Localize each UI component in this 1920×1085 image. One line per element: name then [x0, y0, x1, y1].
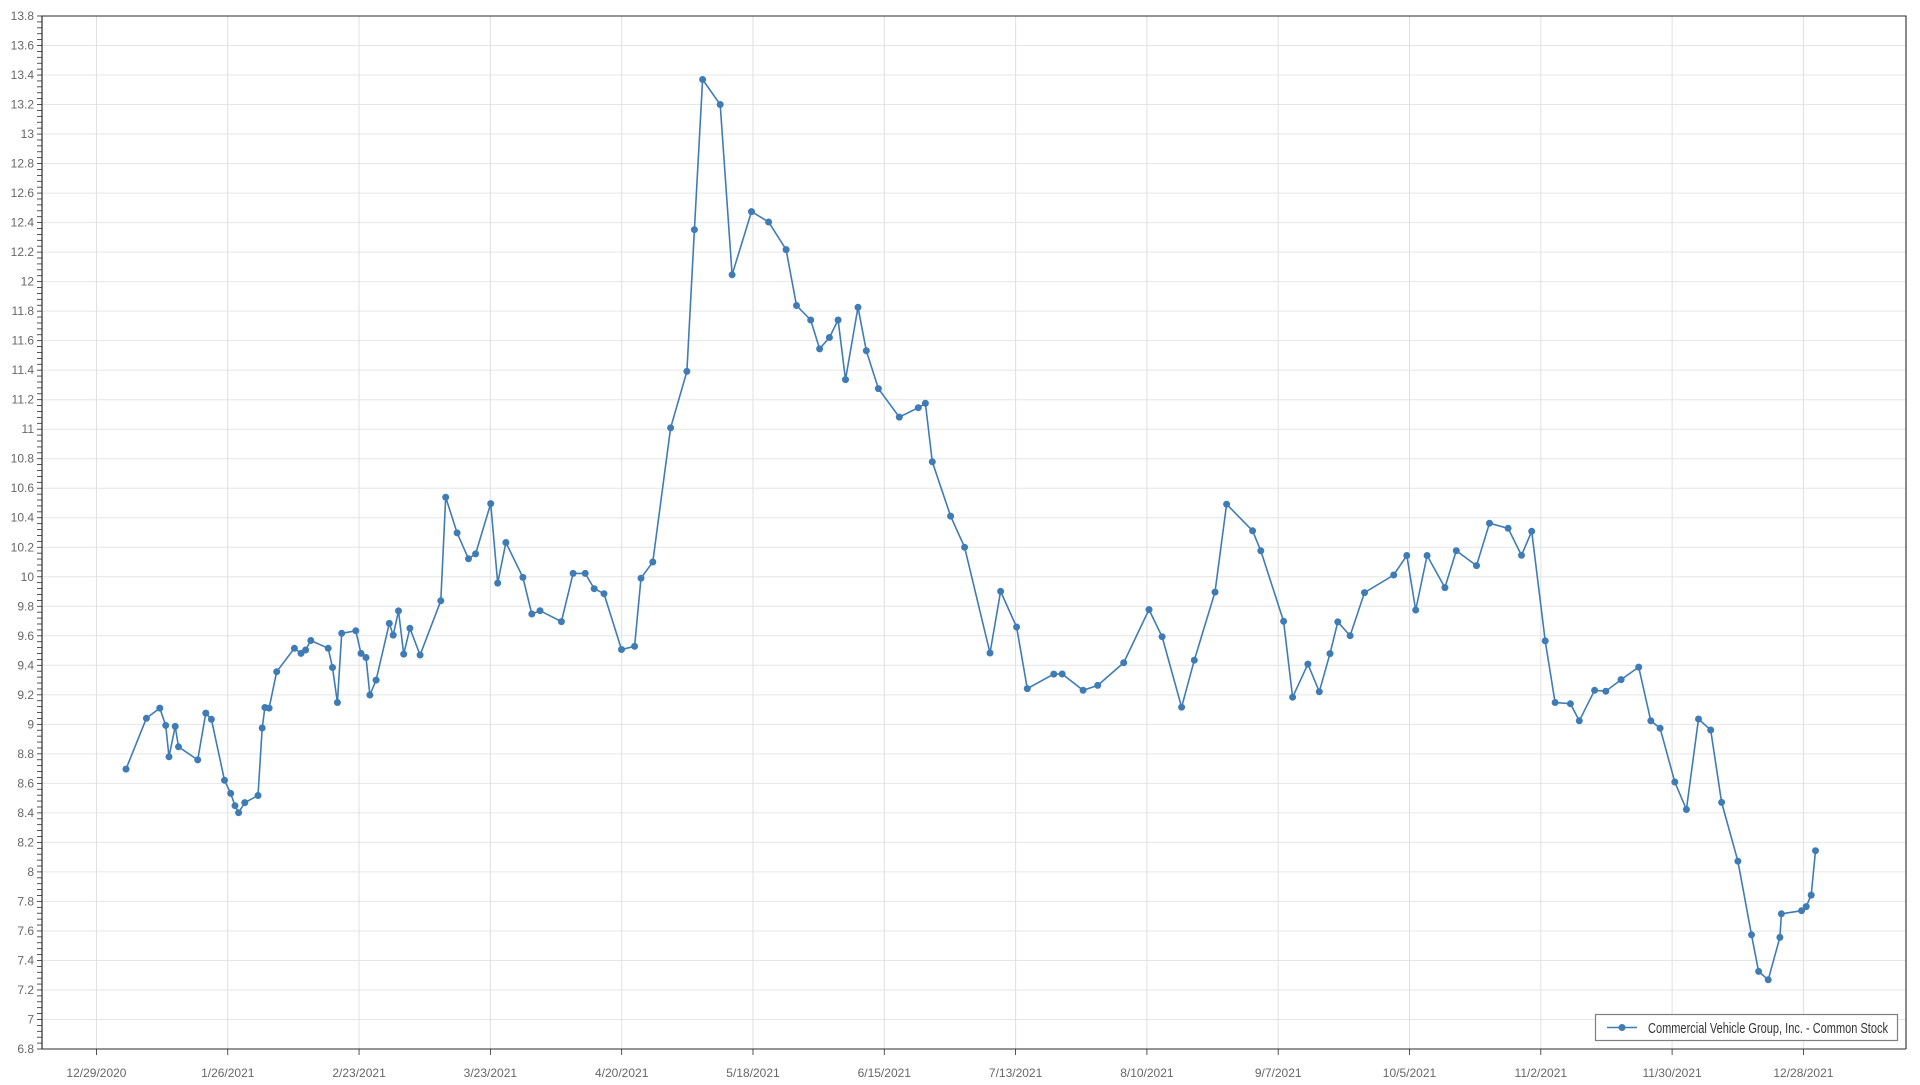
svg-text:Commercial Vehicle Group, Inc.: Commercial Vehicle Group, Inc. - Common … [1648, 1020, 1888, 1037]
svg-text:8.2: 8.2 [17, 835, 34, 849]
svg-text:11.2: 11.2 [12, 393, 35, 407]
svg-text:8.4: 8.4 [17, 806, 34, 820]
svg-text:10/5/2021: 10/5/2021 [1383, 1066, 1437, 1080]
svg-text:9.6: 9.6 [17, 629, 34, 643]
svg-text:12/28/2021: 12/28/2021 [1773, 1066, 1833, 1080]
svg-text:7.8: 7.8 [17, 894, 34, 908]
svg-text:6/15/2021: 6/15/2021 [858, 1066, 912, 1080]
svg-text:13.2: 13.2 [11, 98, 35, 112]
svg-text:8/10/2021: 8/10/2021 [1120, 1066, 1174, 1080]
svg-text:13.4: 13.4 [11, 68, 35, 82]
svg-text:3/23/2021: 3/23/2021 [464, 1066, 518, 1080]
svg-text:7/13/2021: 7/13/2021 [989, 1066, 1043, 1080]
svg-text:4/20/2021: 4/20/2021 [595, 1066, 649, 1080]
svg-text:10: 10 [21, 570, 35, 584]
svg-text:8: 8 [27, 865, 34, 879]
svg-text:8.8: 8.8 [17, 747, 34, 761]
svg-text:13: 13 [21, 127, 35, 141]
svg-text:11.8: 11.8 [12, 304, 35, 318]
svg-text:12.8: 12.8 [11, 157, 35, 171]
svg-text:10.2: 10.2 [11, 540, 35, 554]
svg-text:5/18/2021: 5/18/2021 [726, 1066, 780, 1080]
svg-text:9.8: 9.8 [17, 599, 34, 613]
svg-text:2/23/2021: 2/23/2021 [332, 1066, 386, 1080]
svg-text:10.8: 10.8 [11, 452, 35, 466]
svg-text:7: 7 [27, 1012, 34, 1026]
svg-text:11: 11 [22, 422, 35, 436]
svg-text:7.4: 7.4 [17, 953, 34, 967]
svg-text:12.4: 12.4 [11, 216, 35, 230]
svg-text:9/7/2021: 9/7/2021 [1255, 1066, 1302, 1080]
svg-text:13.8: 13.8 [11, 9, 35, 23]
svg-text:11/30/2021: 11/30/2021 [1643, 1066, 1702, 1080]
svg-text:6.8: 6.8 [17, 1042, 34, 1056]
svg-text:10.6: 10.6 [11, 481, 35, 495]
svg-text:12.6: 12.6 [11, 186, 35, 200]
svg-text:9.2: 9.2 [17, 688, 34, 702]
svg-text:11.6: 11.6 [12, 334, 35, 348]
svg-text:7.6: 7.6 [17, 924, 34, 938]
svg-text:13.6: 13.6 [11, 39, 35, 53]
svg-text:12: 12 [21, 275, 35, 289]
svg-text:9: 9 [27, 717, 34, 731]
svg-text:9.4: 9.4 [17, 658, 34, 672]
svg-text:12/29/2020: 12/29/2020 [66, 1066, 126, 1080]
svg-text:1/26/2021: 1/26/2021 [201, 1066, 255, 1080]
svg-text:10.4: 10.4 [11, 511, 35, 525]
svg-text:11.4: 11.4 [12, 363, 35, 377]
svg-text:11/2/2021: 11/2/2021 [1515, 1066, 1568, 1080]
svg-text:8.6: 8.6 [17, 776, 34, 790]
svg-text:7.2: 7.2 [17, 983, 34, 997]
svg-text:12.2: 12.2 [11, 245, 35, 259]
